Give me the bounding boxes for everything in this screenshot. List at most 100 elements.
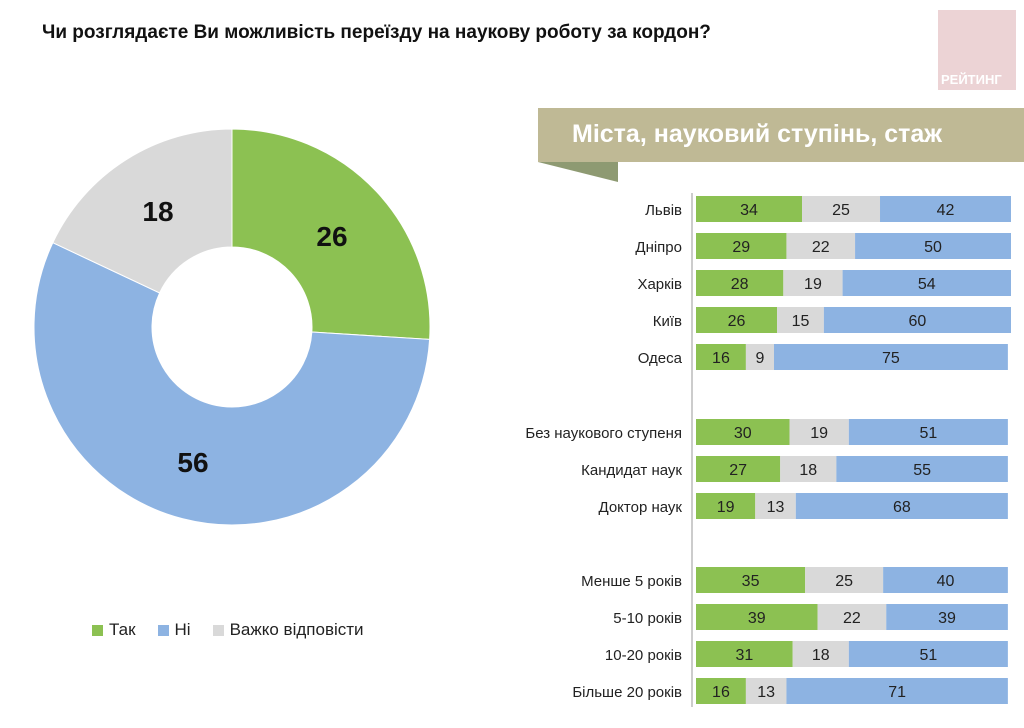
bar-segment bbox=[848, 419, 1008, 445]
bar-segment bbox=[836, 456, 1008, 482]
legend-swatch bbox=[212, 624, 224, 636]
legend-swatch bbox=[157, 624, 169, 636]
bar-category-label: Дніпро bbox=[635, 239, 682, 256]
donut-slice-0 bbox=[231, 128, 431, 340]
bar-value-label: 25 bbox=[832, 202, 850, 219]
bar-segment bbox=[848, 641, 1008, 667]
bar-segment bbox=[696, 307, 778, 333]
bar-segment bbox=[795, 493, 1008, 519]
bar-segment bbox=[786, 233, 856, 259]
bar-segment bbox=[755, 493, 796, 519]
bar-category-label: Менше 5 років bbox=[581, 573, 682, 590]
bar-value-label: 51 bbox=[919, 425, 937, 442]
bar-category-label: Київ bbox=[653, 313, 682, 330]
bar-value-label: 35 bbox=[742, 573, 760, 590]
bar-value-label: 50 bbox=[924, 239, 942, 256]
bar-segment bbox=[696, 641, 793, 667]
donut-slice-1 bbox=[33, 242, 431, 526]
bar-segment bbox=[777, 307, 824, 333]
bar-segment bbox=[696, 270, 784, 296]
donut-label: 18 bbox=[142, 196, 173, 227]
bar-segment bbox=[696, 344, 746, 370]
bar-segment bbox=[802, 196, 881, 222]
bar-value-label: 18 bbox=[799, 462, 817, 479]
bar-segment bbox=[773, 344, 1008, 370]
bar-value-label: 51 bbox=[919, 647, 937, 664]
donut-label: 26 bbox=[316, 221, 347, 252]
bar-value-label: 25 bbox=[835, 573, 853, 590]
bar-segment bbox=[842, 270, 1011, 296]
legend-label: Ні bbox=[174, 620, 191, 639]
bar-value-label: 42 bbox=[937, 202, 955, 219]
bar-segment bbox=[696, 678, 746, 704]
bar-value-label: 27 bbox=[729, 462, 747, 479]
bar-segment bbox=[745, 678, 787, 704]
bar-value-label: 13 bbox=[757, 684, 775, 701]
bar-value-label: 9 bbox=[755, 350, 764, 367]
bar-segment bbox=[696, 196, 803, 222]
bar-segment bbox=[789, 419, 849, 445]
bar-value-label: 19 bbox=[804, 276, 822, 293]
bar-category-label: Доктор наук bbox=[599, 499, 683, 516]
bar-segment bbox=[855, 233, 1011, 259]
bar-segment bbox=[883, 567, 1008, 593]
bar-category-label: 5-10 років bbox=[613, 610, 682, 627]
bar-value-label: 39 bbox=[748, 610, 766, 627]
donut-legend: Так Ні Важко відповісти bbox=[92, 620, 364, 640]
bar-segment bbox=[786, 678, 1008, 704]
bar-value-label: 13 bbox=[767, 499, 785, 516]
bar-segment bbox=[817, 604, 887, 630]
bar-category-label: Без наукового ступеня bbox=[525, 425, 682, 442]
bar-category-label: Львів bbox=[645, 202, 682, 219]
banner-text: Міста, науковий ступінь, стаж bbox=[572, 120, 942, 148]
bar-category-label: Кандидат наук bbox=[581, 462, 682, 479]
bar-segment bbox=[745, 344, 774, 370]
legend-item-hard: Важко відповісти bbox=[212, 620, 364, 640]
bar-value-label: 71 bbox=[888, 684, 906, 701]
bar-value-label: 28 bbox=[731, 276, 749, 293]
bar-segment bbox=[823, 307, 1011, 333]
rating-logo: РЕЙТИНГ bbox=[938, 10, 1016, 90]
legend-swatch bbox=[92, 624, 103, 636]
section-banner: Міста, науковий ступінь, стаж bbox=[538, 108, 1024, 162]
bar-segment bbox=[696, 419, 790, 445]
bar-segment bbox=[886, 604, 1008, 630]
bar-segment bbox=[780, 456, 837, 482]
legend-item-yes: Так bbox=[92, 620, 136, 640]
bar-segment bbox=[696, 493, 756, 519]
bar-value-label: 75 bbox=[882, 350, 900, 367]
bar-segment bbox=[783, 270, 843, 296]
bar-category-label: Одеса bbox=[638, 350, 683, 367]
bar-value-label: 55 bbox=[913, 462, 931, 479]
logo-text: РЕЙТИНГ bbox=[941, 72, 1002, 87]
bar-segment bbox=[696, 567, 806, 593]
bar-category-label: Більше 20 років bbox=[572, 684, 682, 701]
chart-title: Чи розглядаєте Ви можливість переїзду на… bbox=[42, 22, 711, 43]
bar-value-label: 40 bbox=[937, 573, 955, 590]
bar-category-label: 10-20 років bbox=[605, 647, 682, 664]
bar-value-label: 39 bbox=[938, 610, 956, 627]
bar-value-label: 54 bbox=[918, 276, 936, 293]
bar-value-label: 60 bbox=[909, 313, 927, 330]
bar-value-label: 16 bbox=[712, 684, 730, 701]
bar-value-label: 15 bbox=[792, 313, 810, 330]
bar-segment bbox=[792, 641, 849, 667]
bar-value-label: 19 bbox=[810, 425, 828, 442]
bar-value-label: 18 bbox=[812, 647, 830, 664]
bar-segment bbox=[696, 233, 787, 259]
bar-value-label: 34 bbox=[740, 202, 758, 219]
bar-segment bbox=[805, 567, 884, 593]
legend-label: Важко відповісти bbox=[229, 620, 364, 639]
legend-label: Так bbox=[109, 620, 136, 639]
bar-segment bbox=[696, 604, 818, 630]
donut-slice-2 bbox=[52, 128, 233, 294]
donut-label: 56 bbox=[177, 447, 208, 478]
bar-value-label: 22 bbox=[812, 239, 830, 256]
bar-value-label: 16 bbox=[712, 350, 730, 367]
bar-value-label: 68 bbox=[893, 499, 911, 516]
bar-category-label: Харків bbox=[637, 276, 682, 293]
bar-segment bbox=[880, 196, 1011, 222]
bar-value-label: 29 bbox=[732, 239, 750, 256]
legend-item-no: Ні bbox=[157, 620, 191, 640]
